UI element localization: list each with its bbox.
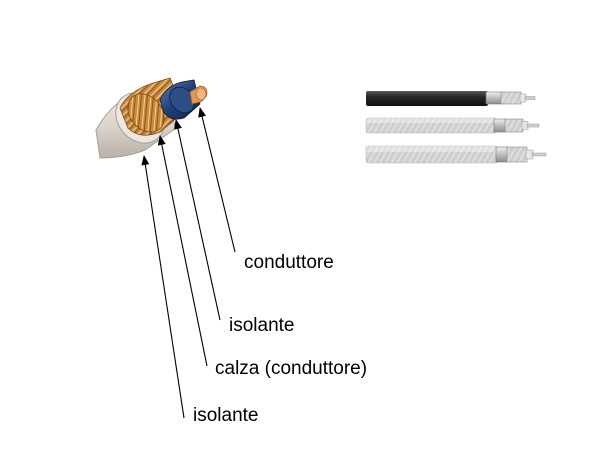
coax-cables-photo xyxy=(365,91,547,164)
label-calza: calza (conduttore) xyxy=(215,358,368,379)
braided-cable-1 xyxy=(365,117,540,134)
black-cable xyxy=(366,91,536,106)
braided-cable-2 xyxy=(365,145,547,164)
arrow-isolante-inner xyxy=(174,119,221,321)
label-conduttore: conduttore xyxy=(244,252,334,273)
label-isolante-inner: isolante xyxy=(229,315,295,336)
arrow-isolante-outer xyxy=(141,155,185,419)
arrow-calza xyxy=(157,135,208,367)
braid-face xyxy=(127,93,165,133)
center-conductor-tip xyxy=(195,87,207,101)
label-isolante-outer: isolante xyxy=(193,405,259,426)
coax-cable-illustration xyxy=(95,77,208,159)
pointer-arrows xyxy=(141,107,236,419)
arrow-conduttore xyxy=(198,107,236,253)
